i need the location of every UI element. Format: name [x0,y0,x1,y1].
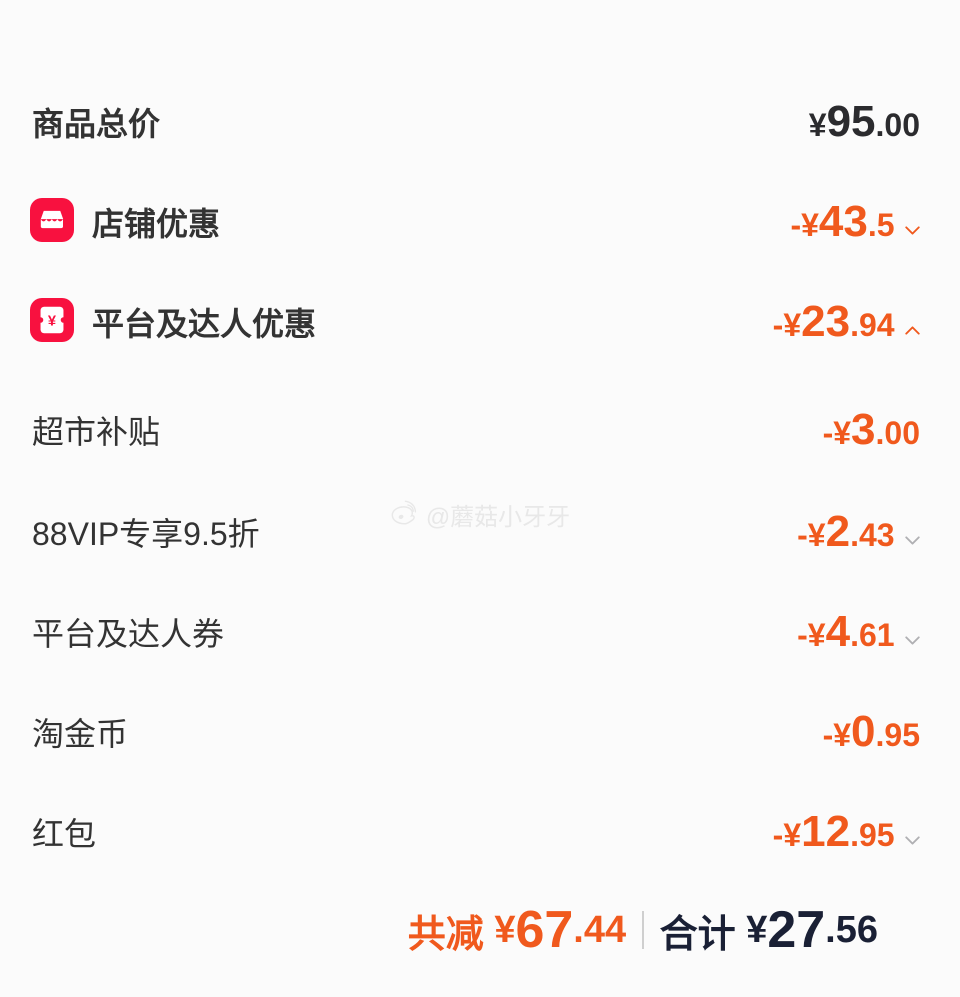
svg-text:¥: ¥ [48,314,57,330]
